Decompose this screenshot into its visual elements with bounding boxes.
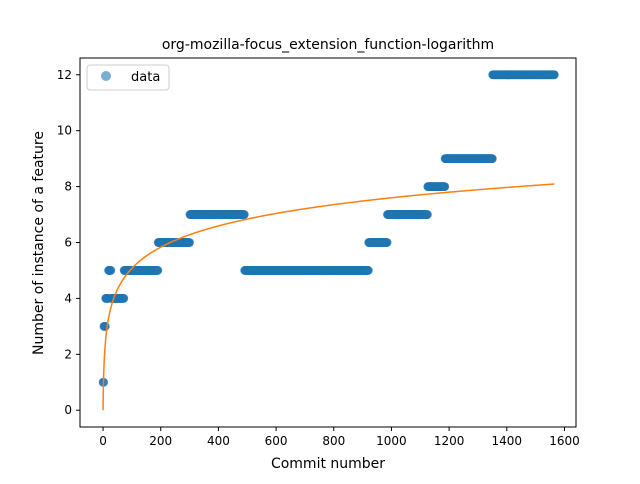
x-tick-label: 400 (207, 434, 230, 448)
data-point (119, 294, 129, 303)
data-point (549, 70, 559, 80)
legend-label-data: data (131, 70, 160, 85)
x-tick-label: 600 (265, 434, 288, 448)
x-tick-label: 1000 (376, 434, 407, 448)
fit-layer (102, 183, 555, 411)
y-axis-label: Number of instance of a feature (31, 131, 47, 355)
x-axis-label: Commit number (271, 456, 385, 472)
data-point (487, 154, 497, 164)
x-tick-label: 200 (149, 434, 172, 448)
data-point (239, 210, 249, 219)
y-tick-label: 8 (64, 180, 72, 194)
y-tick-label: 10 (57, 124, 72, 138)
x-tick-label: 0 (99, 434, 107, 448)
y-axis-ticks: 0 2 4 6 8 10 12 (57, 68, 80, 417)
x-tick-label: 1600 (549, 434, 580, 448)
y-tick-label: 6 (64, 236, 72, 250)
data-point (153, 266, 163, 275)
data-point (106, 266, 116, 275)
legend-marker-data (101, 71, 111, 81)
y-tick-label: 12 (57, 68, 72, 82)
y-tick-label: 2 (64, 347, 72, 361)
y-tick-label: 0 (64, 403, 72, 417)
x-tick-label: 1200 (434, 434, 465, 448)
chart-title: org-mozilla-focus_extension_function-log… (162, 37, 494, 53)
data-point (382, 238, 392, 247)
data-point (440, 182, 450, 191)
y-tick-label: 4 (64, 291, 72, 305)
data-point (423, 210, 432, 219)
data-point (185, 238, 194, 247)
x-axis-ticks: 0 200 400 600 800 1000 1200 1400 1600 (99, 427, 580, 448)
data-point (363, 266, 373, 275)
x-tick-label: 800 (322, 434, 345, 448)
data-point (100, 321, 110, 331)
x-tick-label: 1400 (492, 434, 523, 448)
fit-line (102, 183, 555, 411)
legend: data (86, 64, 170, 91)
